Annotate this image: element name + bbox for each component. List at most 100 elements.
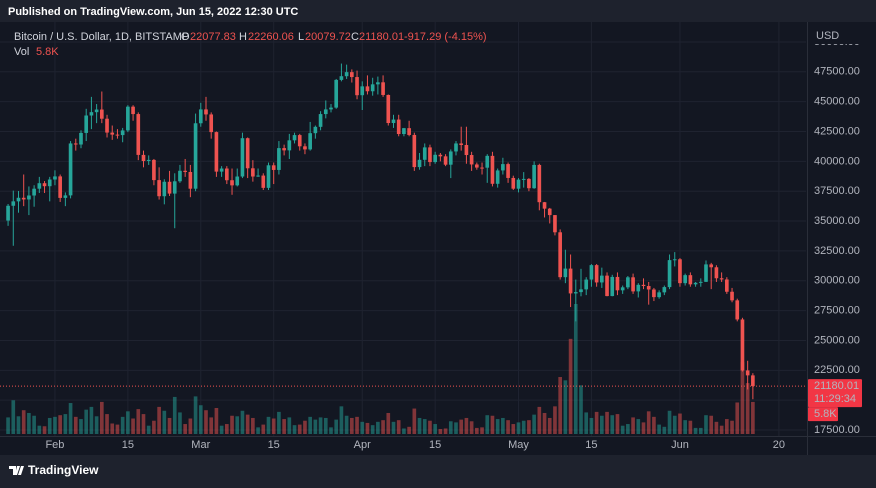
legend-close-label: C [351, 31, 359, 43]
candle-body [344, 72, 349, 77]
volume-bar [266, 416, 271, 434]
volume-bar [745, 383, 750, 434]
volume-bar [495, 419, 500, 434]
candle-body [365, 86, 370, 92]
candle-body [568, 268, 573, 294]
volume-bar [631, 417, 635, 434]
volume-bar [126, 411, 130, 434]
volume-bar [657, 424, 661, 434]
candle-body [120, 130, 125, 136]
volume-bar [79, 419, 83, 434]
volume-bar [193, 396, 198, 434]
volume-bar [32, 415, 36, 434]
candle-body [42, 183, 47, 187]
volume-bar [646, 411, 651, 434]
volume-bar [620, 425, 625, 434]
candle-body [162, 181, 167, 197]
candle-body [376, 82, 380, 85]
candle-body [84, 115, 89, 133]
candle-body [646, 286, 651, 290]
candle-body [412, 134, 417, 168]
volume-bar [240, 410, 245, 434]
candle-body [735, 300, 740, 320]
legend-high-value: 22260.06 [248, 31, 294, 43]
volume-bar [391, 421, 396, 434]
volume-bar [615, 414, 620, 434]
legend-high-label: H [239, 31, 247, 43]
volume-bar [735, 402, 740, 434]
volume-bar [105, 414, 109, 434]
volume-bar [287, 417, 292, 434]
candle-body [501, 164, 505, 171]
x-tick-label: 20 [773, 439, 785, 451]
volume-bar [626, 424, 630, 434]
candle-body [433, 154, 437, 163]
volume-bar [11, 400, 16, 434]
volume-bar [339, 406, 344, 434]
candle-body [178, 170, 182, 182]
volume-bar [146, 425, 151, 434]
volume-bar [714, 421, 719, 434]
candle-body [704, 264, 708, 282]
volume-bar [464, 417, 469, 434]
candle-body [381, 82, 385, 95]
candle-body [454, 143, 458, 152]
candle-body [547, 208, 552, 216]
volume-bar [141, 414, 146, 434]
volume-bar [678, 413, 682, 434]
chart-background [0, 22, 876, 455]
volume-bar [21, 410, 26, 434]
volume-bar [396, 420, 401, 434]
volume-bar [297, 424, 302, 434]
candle-body [172, 181, 177, 194]
countdown-label: 11:29:34 [814, 393, 856, 405]
volume-bar [329, 427, 333, 434]
volume-bar [68, 403, 73, 434]
symbol-label: Bitcoin / U.S. Dollar, 1D, BITSTAMP [14, 31, 189, 43]
volume-bar [271, 418, 276, 434]
volume-bar [584, 412, 589, 434]
y-tick-label: 30000.00 [814, 275, 860, 287]
volume-bar [438, 429, 443, 434]
candle-body [631, 277, 635, 292]
volume-bar [402, 428, 406, 434]
legend-open-value: 22077.83 [190, 31, 236, 43]
volume-bar [225, 424, 229, 434]
volume-bar [422, 419, 427, 434]
candle-body [16, 197, 21, 202]
volume-bar [386, 412, 391, 434]
legend-low-label: L [298, 31, 304, 43]
candle-body [198, 109, 203, 124]
candle-body [542, 202, 547, 209]
volume-bar [162, 410, 167, 434]
volume-bar [610, 415, 615, 434]
volume-bar [37, 425, 42, 434]
volume-bar [740, 362, 745, 434]
candle-body [480, 167, 484, 169]
x-tick-label: May [508, 439, 529, 451]
x-tick-label: Jun [671, 439, 689, 451]
candle-body [251, 168, 255, 177]
volume-bar [282, 419, 286, 434]
volume-bar [47, 417, 52, 434]
candle-body [693, 282, 698, 285]
volume-bar [334, 419, 339, 434]
candle-body [32, 188, 36, 196]
candle-body [141, 154, 146, 161]
volume-bar [219, 425, 224, 434]
volume-bar [511, 424, 516, 434]
candle-body [6, 205, 10, 221]
volume-bar [480, 427, 484, 434]
candle-body [626, 277, 630, 288]
candle-body [350, 72, 354, 78]
candle-body [579, 289, 583, 293]
candle-body [193, 123, 198, 189]
candle-body [100, 109, 104, 119]
volume-bar [469, 421, 474, 434]
volume-bar [641, 422, 646, 434]
candle-body [678, 259, 682, 284]
volume-bar [251, 417, 255, 434]
volume-bar [698, 427, 703, 434]
candle-body [209, 114, 214, 133]
